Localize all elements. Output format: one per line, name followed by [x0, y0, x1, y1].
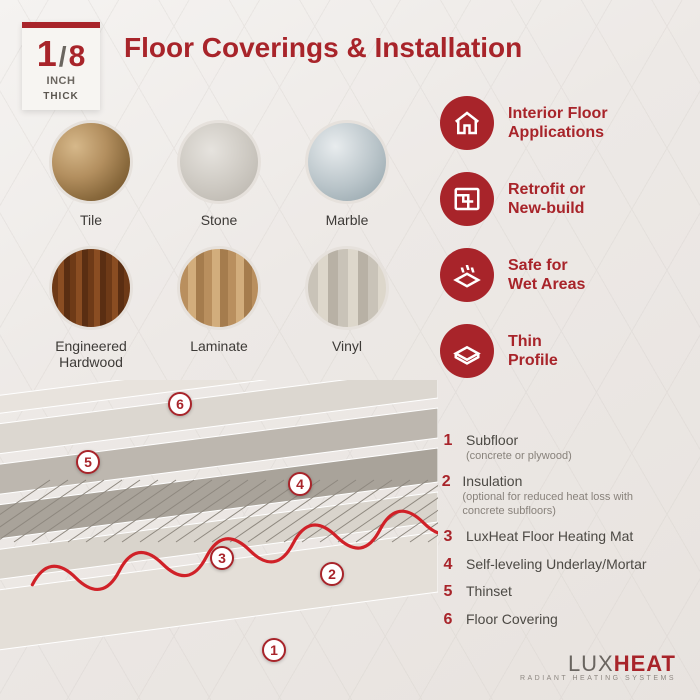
material-label: Engineered Hardwood [34, 338, 148, 370]
material-label: Marble [326, 212, 369, 228]
badge-denominator: 8 [69, 42, 86, 72]
material-label: Stone [201, 212, 238, 228]
material-stone: Stone [162, 120, 276, 228]
material-swatch-icon [305, 246, 389, 330]
legend-item-5: 5 Thinset [440, 583, 670, 601]
plan-icon [440, 172, 494, 226]
legend-item-6: 6 Floor Covering [440, 611, 670, 629]
material-laminate: Laminate [162, 246, 276, 370]
layer-marker-6: 6 [168, 392, 192, 416]
feature-label: Interior FloorApplications [508, 104, 608, 142]
material-label: Laminate [190, 338, 248, 354]
thickness-badge: 1 / 8 INCH THICK [22, 22, 100, 110]
profile-icon [440, 324, 494, 378]
floor-layers-diagram: 6 5 4 3 2 1 [0, 380, 438, 680]
home-icon [440, 96, 494, 150]
layer-legend: 1 Subfloor(concrete or plywood) 2 Insulat… [440, 432, 670, 629]
feature-plan: Retrofit orNew-build [440, 172, 670, 226]
badge-numerator: 1 [37, 36, 57, 72]
layer-marker-2: 2 [320, 562, 344, 586]
badge-unit: INCH [47, 75, 76, 87]
feature-label: Retrofit orNew-build [508, 180, 585, 218]
feature-home: Interior FloorApplications [440, 96, 670, 150]
material-engineered-hardwood: Engineered Hardwood [34, 246, 148, 370]
feature-profile: ThinProfile [440, 324, 670, 378]
feature-label: Safe forWet Areas [508, 256, 585, 294]
material-swatch-icon [49, 120, 133, 204]
material-swatch-icon [177, 246, 261, 330]
layer-marker-1: 1 [262, 638, 286, 662]
material-label: Tile [80, 212, 102, 228]
features-list: Interior FloorApplications Retrofit orNe… [440, 96, 670, 378]
page-title: Floor Coverings & Installation [124, 32, 522, 64]
feature-label: ThinProfile [508, 332, 558, 370]
feature-wet: Safe forWet Areas [440, 248, 670, 302]
material-swatch-icon [305, 120, 389, 204]
materials-grid: Tile Stone Marble Engineered Hardwood La… [34, 120, 404, 370]
layer-marker-5: 5 [76, 450, 100, 474]
material-vinyl: Vinyl [290, 246, 404, 370]
legend-item-1: 1 Subfloor(concrete or plywood) [440, 432, 670, 463]
material-swatch-icon [177, 120, 261, 204]
material-tile: Tile [34, 120, 148, 228]
material-marble: Marble [290, 120, 404, 228]
badge-thick: THICK [43, 91, 79, 102]
layer-marker-4: 4 [288, 472, 312, 496]
brand-logo: LUXHEAT RADIANT HEATING SYSTEMS [520, 651, 676, 682]
material-label: Vinyl [332, 338, 362, 354]
wet-icon [440, 248, 494, 302]
legend-item-2: 2 Insulation(optional for reduced heat l… [440, 473, 670, 518]
legend-item-3: 3 LuxHeat Floor Heating Mat [440, 528, 670, 546]
layer-marker-3: 3 [210, 546, 234, 570]
material-swatch-icon [49, 246, 133, 330]
legend-item-4: 4 Self-leveling Underlay/Mortar [440, 556, 670, 574]
